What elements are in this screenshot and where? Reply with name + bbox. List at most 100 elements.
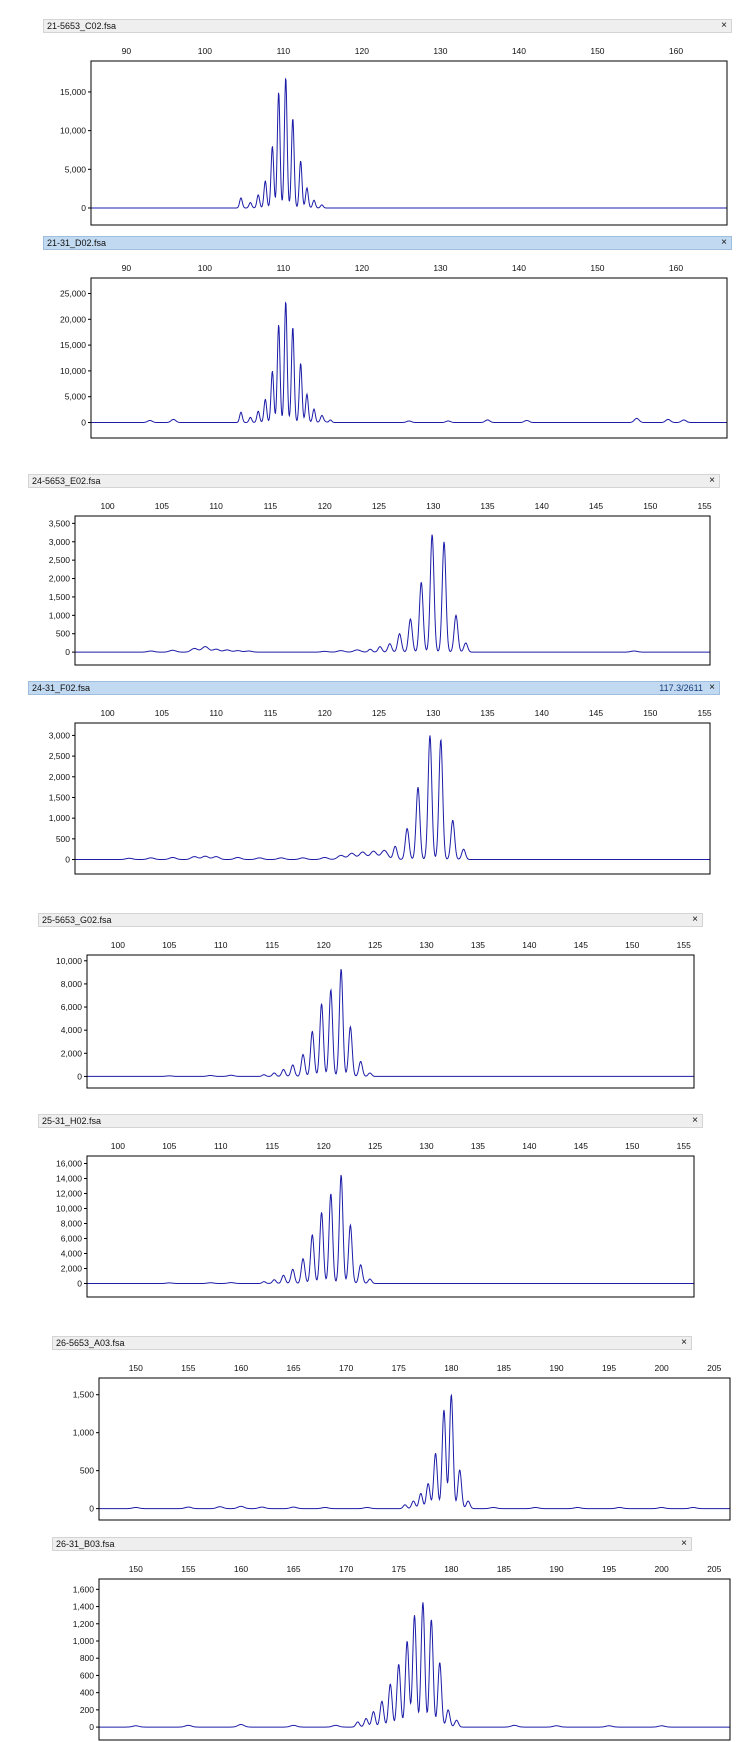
electropherogram-plot: 90 100 110 120 130 140 150 160 0 5,000 10,000 15,00… [60, 46, 728, 226]
plot-frame [86, 954, 695, 1089]
x-tick-label: 150 [643, 708, 657, 718]
signal-trace [99, 1393, 730, 1510]
y-tick-label: 20,000 [60, 314, 86, 324]
y-tick-label: 1,500 [49, 792, 71, 802]
x-tick-label: 100 [198, 46, 212, 56]
panel-titlebar[interactable]: 21-31_D02.fsa × [43, 236, 732, 250]
y-tick-label: 1,000 [49, 610, 71, 620]
close-icon[interactable]: × [709, 682, 715, 693]
x-tick-label: 110 [209, 501, 223, 511]
x-tick-label: 110 [277, 263, 291, 273]
signal-trace [91, 301, 727, 424]
x-tick-label: 165 [286, 1564, 300, 1574]
x-tick-label: 170 [339, 1564, 353, 1574]
x-tick-label: 130 [419, 940, 433, 950]
x-tick-label: 135 [480, 501, 494, 511]
chromatogram-panel-h02: 25-31_H02.fsa × 100 105 110 115 120 125 130 135… [38, 1114, 737, 1299]
y-tick-label: 200 [80, 1705, 94, 1715]
y-tick-label: 4,000 [61, 1249, 83, 1259]
x-tick-label: 150 [625, 940, 639, 950]
panel-titlebar[interactable]: 25-5653_G02.fsa × [38, 913, 703, 927]
chromatogram-panel-f02: 24-31_F02.fsa 117.3/2611 × 100 105 110 115 1… [28, 681, 730, 876]
y-tick-label: 25,000 [60, 288, 86, 298]
x-tick-label: 120 [317, 940, 331, 950]
file-name: 21-31_D02.fsa [47, 238, 107, 248]
close-icon[interactable]: × [681, 1337, 687, 1348]
y-tick-label: 3,000 [49, 730, 71, 740]
x-tick-label: 190 [549, 1564, 563, 1574]
close-icon[interactable]: × [692, 1115, 698, 1126]
x-tick-label: 120 [318, 708, 332, 718]
plot-frame [86, 1155, 695, 1298]
x-tick-label: 110 [209, 708, 223, 718]
x-tick-label: 145 [574, 940, 588, 950]
close-icon[interactable]: × [692, 914, 698, 925]
panel-titlebar[interactable]: 25-31_H02.fsa × [38, 1114, 703, 1128]
x-tick-label: 160 [669, 46, 683, 56]
y-tick-label: 1,000 [73, 1428, 95, 1438]
signal-trace [99, 1602, 730, 1728]
panel-titlebar[interactable]: 26-5653_A03.fsa × [52, 1336, 692, 1350]
y-tick-label: 0 [65, 855, 70, 865]
x-tick-label: 135 [471, 940, 485, 950]
y-tick-label: 6,000 [61, 1002, 83, 1012]
x-tick-label: 155 [181, 1363, 195, 1373]
close-icon[interactable]: × [681, 1538, 687, 1549]
panel-titlebar[interactable]: 24-5653_E02.fsa × [28, 474, 720, 488]
chromatogram-panel-a03: 26-5653_A03.fsa × 150 155 160 165 170 175 180 1… [52, 1336, 742, 1522]
x-tick-label: 180 [444, 1564, 458, 1574]
electropherogram-plot: 100 105 110 115 120 125 130 135 140 145 150 155 0 500… [49, 708, 712, 875]
plot-frame [90, 60, 728, 226]
x-tick-label: 155 [697, 708, 711, 718]
y-tick-label: 14,000 [56, 1174, 82, 1184]
x-tick-label: 170 [339, 1363, 353, 1373]
plot-frame [74, 722, 711, 875]
electropherogram-plot: 100 105 110 115 120 125 130 135 140 145 150 155 0 500… [49, 501, 712, 666]
x-tick-label: 110 [214, 1141, 228, 1151]
x-tick-label: 115 [264, 708, 278, 718]
panel-titlebar[interactable]: 21-5653_C02.fsa × [43, 19, 732, 33]
y-tick-label: 0 [77, 1071, 82, 1081]
close-icon[interactable]: × [721, 237, 727, 248]
x-tick-label: 150 [590, 263, 604, 273]
x-tick-label: 180 [444, 1363, 458, 1373]
x-tick-label: 105 [155, 501, 169, 511]
x-tick-label: 205 [707, 1363, 721, 1373]
signal-trace [87, 969, 694, 1077]
x-tick-label: 155 [677, 1141, 691, 1151]
panel-titlebar[interactable]: 24-31_F02.fsa 117.3/2611 × [28, 681, 720, 695]
x-tick-label: 130 [419, 1141, 433, 1151]
y-tick-label: 2,500 [49, 555, 71, 565]
x-tick-label: 90 [122, 46, 132, 56]
y-tick-label: 0 [89, 1504, 94, 1514]
close-icon[interactable]: × [721, 20, 727, 31]
file-name: 21-5653_C02.fsa [47, 21, 117, 31]
x-tick-label: 100 [111, 940, 125, 950]
x-tick-label: 190 [549, 1363, 563, 1373]
x-tick-label: 90 [122, 263, 132, 273]
electropherogram-plot: 100 105 110 115 120 125 130 135 140 145 150 155 0 2,0… [56, 940, 695, 1089]
signal-trace [75, 735, 710, 861]
file-name: 26-5653_A03.fsa [56, 1338, 125, 1348]
file-name: 26-31_B03.fsa [56, 1539, 115, 1549]
y-tick-label: 0 [81, 203, 86, 213]
x-tick-label: 125 [368, 940, 382, 950]
panel-titlebar[interactable]: 26-31_B03.fsa × [52, 1537, 692, 1551]
chromatogram-panel-b03: 26-31_B03.fsa × 150 155 160 165 170 175 180 185… [52, 1537, 742, 1742]
cursor-readout: 117.3/2611 [659, 683, 703, 693]
x-tick-label: 140 [522, 940, 536, 950]
x-tick-label: 195 [602, 1564, 616, 1574]
x-tick-label: 115 [264, 501, 278, 511]
y-tick-label: 10,000 [56, 956, 82, 966]
y-tick-label: 2,500 [49, 751, 71, 761]
close-icon[interactable]: × [709, 475, 715, 486]
x-tick-label: 155 [697, 501, 711, 511]
y-tick-label: 4,000 [61, 1025, 83, 1035]
electropherogram-plot: 90 100 110 120 130 140 150 160 0 5,000 10,000 15,00… [60, 263, 728, 439]
x-tick-label: 160 [234, 1363, 248, 1373]
x-tick-label: 140 [512, 263, 526, 273]
electropherogram-plot: 150 155 160 165 170 175 180 185 190 195 200 205 0 200… [73, 1564, 731, 1741]
x-tick-label: 205 [707, 1564, 721, 1574]
x-tick-label: 185 [497, 1363, 511, 1373]
x-tick-label: 150 [643, 501, 657, 511]
